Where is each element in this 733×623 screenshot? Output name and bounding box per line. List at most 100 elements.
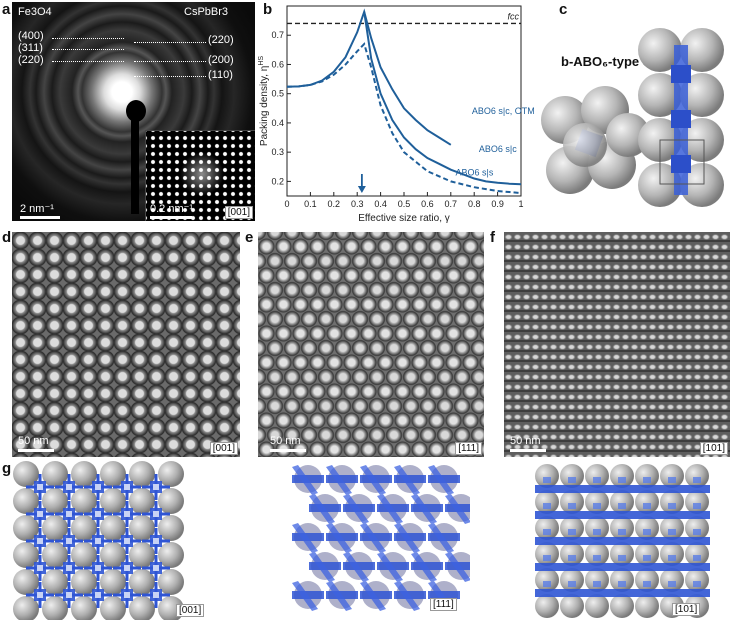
- x-tick-label: 0: [284, 199, 289, 209]
- lattice-sphere: [13, 542, 39, 568]
- octahedron-stub: [568, 503, 576, 509]
- octahedron-center: [124, 538, 130, 544]
- lattice-sphere: [585, 516, 609, 540]
- lattice-sphere: [71, 461, 97, 487]
- lattice-sphere: [535, 464, 559, 488]
- zone-label-g-111: [111]: [430, 598, 457, 611]
- octahedron-bond: [326, 465, 352, 495]
- octahedron-stub: [618, 529, 626, 535]
- cspbbr3-label: CsPbBr3: [184, 6, 229, 18]
- octahedron-bond: [445, 552, 470, 582]
- scale-label-main: 2 nm⁻¹: [20, 203, 54, 215]
- lattice-sphere: [635, 516, 659, 540]
- octahedron-bond: [394, 523, 420, 553]
- x-tick-label: 0.7: [445, 199, 458, 209]
- lattice-sphere: [535, 542, 559, 566]
- lattice-sphere: [100, 461, 126, 487]
- lattice-sphere: [610, 568, 634, 592]
- octahedron-stub: [668, 529, 676, 535]
- fcc-label: fcc: [507, 11, 519, 21]
- lattice-sphere: [100, 488, 126, 514]
- octahedron-bond: [343, 494, 369, 524]
- octahedron-center: [66, 565, 72, 571]
- octahedron-bond: [292, 523, 318, 553]
- dotted-guide-lines: [52, 49, 124, 51]
- series-label: ABO6 s|c, OTM: [472, 106, 535, 116]
- dotted-guide-lines: [134, 76, 206, 78]
- zone-axis-label: [001]: [224, 206, 253, 219]
- packing-density-chart: 0 0.1 0.2 0.3 0.4 0.5 0.6 0.7 0.8 0.9 1 0.2 0.3 0.4 0.…: [258, 5, 535, 224]
- model-101: [535, 464, 710, 618]
- octahedron-bond: [309, 552, 335, 582]
- octahedron-stub: [668, 555, 676, 561]
- scale-label-inset: 0.2 nm⁻¹: [150, 203, 194, 215]
- octahedron-bond: [411, 552, 437, 582]
- lattice-sphere: [685, 464, 709, 488]
- octahedron-stub: [618, 581, 626, 587]
- octahedron-stub: [668, 581, 676, 587]
- lattice-sphere: [158, 542, 184, 568]
- reflection-200: (200): [208, 54, 234, 66]
- lattice-sphere: [685, 542, 709, 566]
- panel-label-c: c: [559, 1, 568, 18]
- beam-stop-rod: [131, 114, 139, 214]
- lattice-sphere: [158, 515, 184, 541]
- zone-label-d: [001]: [209, 442, 238, 455]
- octahedron-center: [153, 565, 159, 571]
- octahedron-center: [95, 538, 101, 544]
- octahedron-center: [95, 565, 101, 571]
- octahedron-stub: [643, 529, 651, 535]
- x-tick-label: 0.1: [304, 199, 317, 209]
- zone-label-f: [101]: [699, 442, 728, 455]
- lattice-sphere: [71, 569, 97, 595]
- lattice-sphere: [42, 461, 68, 487]
- octahedron-chain: [535, 563, 710, 571]
- panel-label-f: f: [490, 229, 495, 246]
- lattice-sphere: [71, 596, 97, 620]
- x-tick-label: 0.8: [468, 199, 481, 209]
- lattice-sphere: [158, 569, 184, 595]
- model-001: [13, 461, 184, 620]
- panel-label-b: b: [263, 1, 273, 18]
- lattice-sphere: [535, 490, 559, 514]
- zone-label-g-101: [101]: [672, 603, 701, 616]
- lattice-sphere: [129, 596, 155, 620]
- octahedron-bond: [394, 581, 420, 611]
- dotted-guide-lines: [52, 61, 124, 63]
- octahedron-chain: [535, 589, 710, 597]
- y-tick-label: 0.6: [271, 59, 284, 69]
- series-line: [286, 8, 452, 146]
- octahedron-center: [153, 538, 159, 544]
- octahedron-stub: [693, 581, 701, 587]
- scale-bar-f: [510, 449, 546, 452]
- lattice-sphere: [71, 515, 97, 541]
- octahedron-stub: [643, 555, 651, 561]
- lattice-sphere: [685, 490, 709, 514]
- y-tick-label: 0.7: [271, 30, 284, 40]
- octahedron-center: [95, 484, 101, 490]
- octahedron-stub: [543, 529, 551, 535]
- column-stack: [638, 28, 724, 207]
- lattice-sphere: [42, 596, 68, 620]
- lattice-sphere: [660, 490, 684, 514]
- lattice-sphere: [560, 542, 584, 566]
- x-tick-label: 0.6: [421, 199, 434, 209]
- lattice-sphere: [100, 515, 126, 541]
- lattice-sphere: [42, 515, 68, 541]
- zone-label-g-001: [001]: [176, 604, 205, 617]
- series-line: [286, 42, 522, 195]
- octahedron-stub: [593, 477, 601, 483]
- octahedron-bond: [428, 523, 454, 553]
- reflection-110: (110): [208, 69, 233, 81]
- tem-image-111: 50 nm [111]: [258, 232, 484, 457]
- octahedron-bond: [445, 494, 470, 524]
- lattice-sphere: [42, 488, 68, 514]
- lattice-sphere: [610, 464, 634, 488]
- lattice-sphere: [13, 461, 39, 487]
- octahedron-bond: [377, 494, 403, 524]
- scale-label-d: 50 nm: [18, 435, 49, 447]
- lattice-sphere: [129, 542, 155, 568]
- octahedron-center: [66, 592, 72, 598]
- octahedron-center: [66, 484, 72, 490]
- lattice-sphere: [13, 569, 39, 595]
